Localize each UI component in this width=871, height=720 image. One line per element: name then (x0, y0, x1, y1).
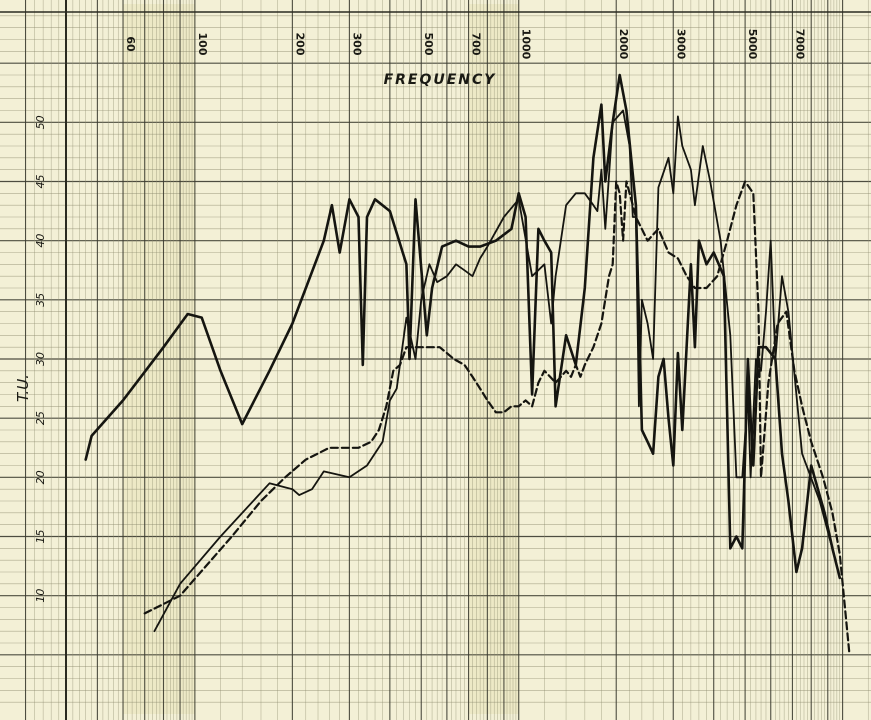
y-tick-label: 25 (34, 411, 47, 425)
chart-title: FREQUENCY (384, 72, 497, 88)
x-tick-label: 60 (124, 36, 137, 52)
series-line-3 (143, 180, 851, 656)
x-tick-label: 7000 (793, 29, 806, 60)
x-tick-label: 5000 (746, 29, 759, 60)
x-tick-label: 300 (350, 33, 363, 56)
y-tick-label: 35 (34, 293, 47, 307)
tick-labels: 60 100 200 300 500 700 1000 2000 3000 5000 7000 10 1… (34, 29, 806, 603)
y-tick-label: 50 (34, 115, 47, 129)
y-axis-label: T.U. (14, 374, 32, 402)
y-tick-label: 20 (34, 470, 47, 484)
y-tick-label: 15 (34, 530, 47, 544)
x-tick-label: 500 (422, 33, 435, 56)
y-tick-label: 45 (34, 175, 47, 189)
y-tick-label: 30 (34, 352, 47, 366)
x-tick-label: 3000 (674, 29, 687, 60)
x-tick-label: 2000 (617, 29, 630, 60)
x-tick-label: 100 (196, 33, 209, 56)
series-line-2 (153, 109, 837, 633)
x-tick-label: 1000 (520, 29, 533, 60)
x-tick-label: 200 (293, 33, 306, 56)
y-tick-label: 10 (34, 589, 47, 603)
series-line-1 (84, 73, 842, 580)
x-tick-label: 700 (470, 33, 483, 56)
y-tick-label: 40 (34, 234, 47, 248)
series-group (84, 73, 851, 656)
